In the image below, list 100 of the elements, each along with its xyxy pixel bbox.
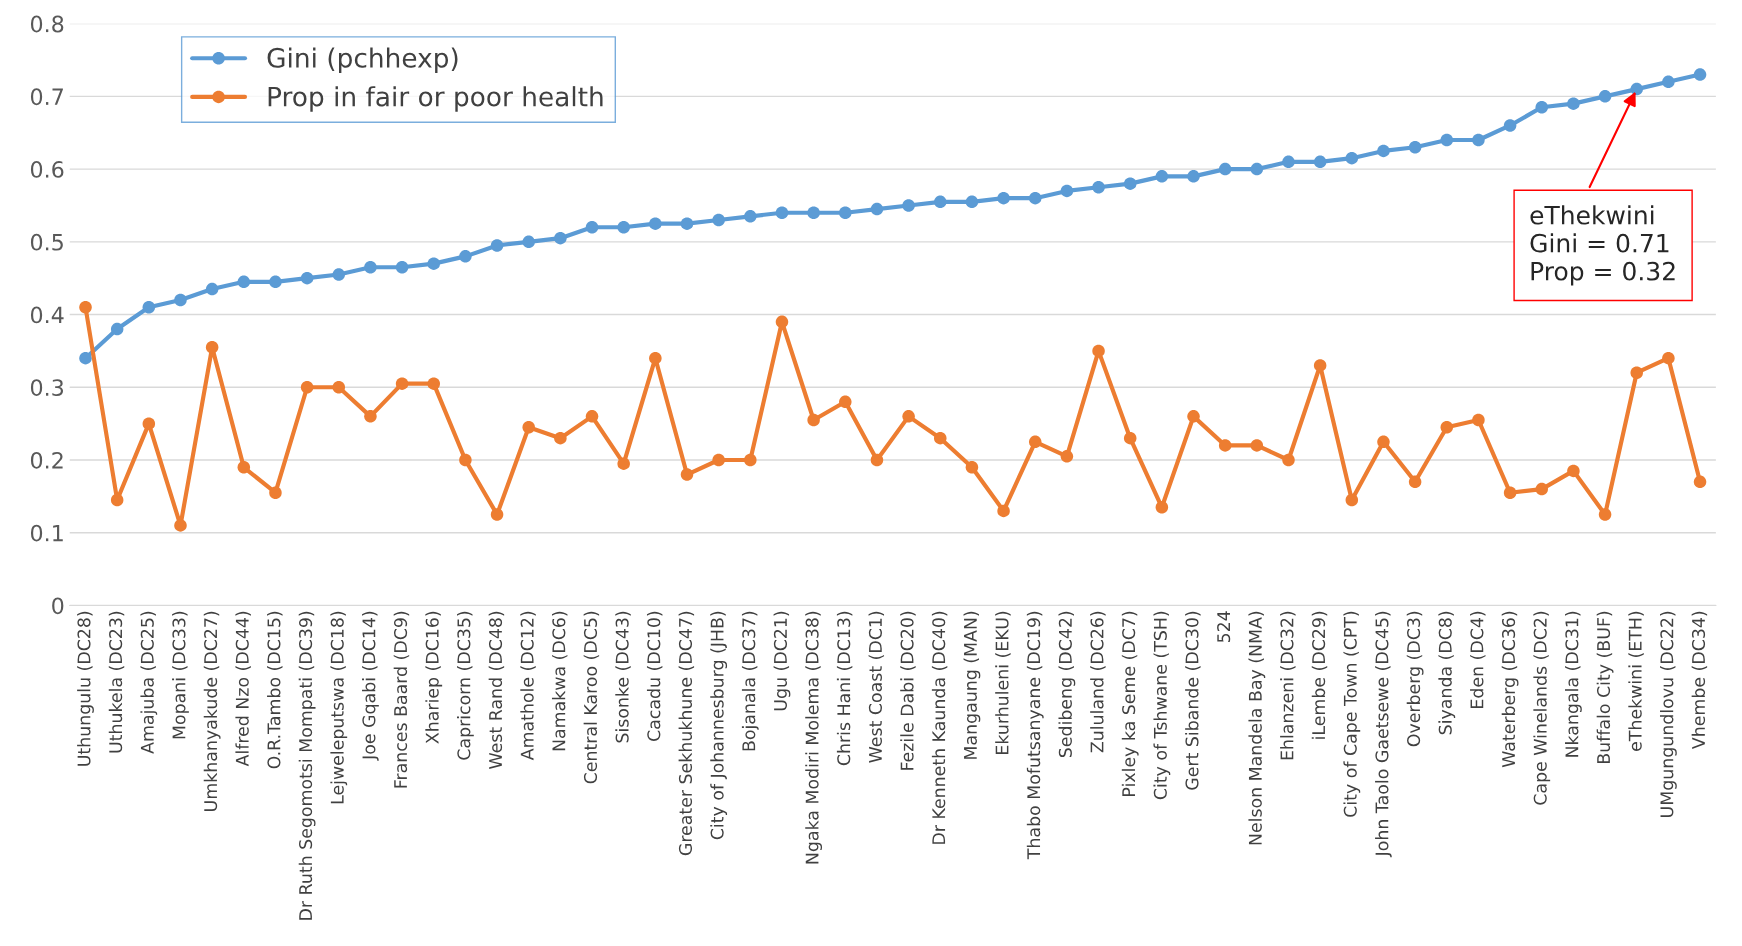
point [1313, 359, 1327, 372]
y-tick-label: 0.3 [30, 379, 64, 397]
x-tick-label: eThekwini (ETH) [1628, 611, 1644, 751]
x-tick-label: Chris Hani (DC13) [836, 611, 853, 766]
point [744, 210, 757, 223]
y-tick-label: 0.1 [30, 524, 63, 542]
x-tick-label: City of Johannesburg (JHB) [710, 611, 728, 840]
y-tick-label: 0.8 [30, 15, 64, 33]
x-tick-label: Nelson Mandela Bay (NMA) [1248, 611, 1266, 845]
x-tick-label: Frances Baard (DC9) [393, 611, 410, 788]
x-tick-label: UMgungundlovu (DC22) [1659, 611, 1677, 817]
x-tick-label: West Coast (DC1) [868, 611, 885, 763]
point [934, 431, 947, 445]
point [965, 195, 979, 209]
point [1060, 450, 1074, 463]
point [649, 217, 662, 230]
point [427, 377, 440, 390]
y-tick-label: 0.6 [30, 161, 64, 178]
point [1187, 410, 1200, 423]
x-tick-label: Namakwa (DC6) [551, 611, 568, 751]
point [1472, 133, 1485, 147]
point [110, 493, 124, 507]
x-tick-label: iLembe (DC29) [1311, 611, 1328, 739]
x-tick-label: Siyanda (DC8) [1438, 611, 1456, 735]
point [1567, 97, 1580, 110]
x-tick-label: Ekurhuleni (EKU) [995, 611, 1011, 754]
point [522, 421, 535, 434]
point [427, 257, 440, 270]
point [1155, 501, 1169, 514]
x-tick-label: Alfred Nzo (DC44) [235, 611, 251, 767]
point [79, 351, 92, 365]
x-tick-label: Sedibeng (DC42) [1058, 611, 1076, 758]
x-tick-label: Dr Kenneth Kaunda (DC40) [931, 611, 948, 844]
x-tick-label: Uthungulu (DC28) [77, 611, 94, 766]
point [1282, 453, 1295, 467]
point [332, 381, 346, 394]
x-tick-label: Cape Winelands (DC2) [1533, 611, 1551, 805]
x-tick-label: Overberg (DC3) [1406, 611, 1424, 747]
point [269, 486, 282, 499]
x-tick-label: Ugu (DC21) [773, 611, 791, 711]
x-tick-label: Thabo Mofutsanyane (DC19) [1026, 611, 1044, 860]
point [1503, 119, 1517, 132]
point [902, 199, 915, 212]
x-tick-label: Gert Sibande (DC30) [1185, 611, 1201, 790]
point [1155, 170, 1169, 183]
point [839, 206, 852, 219]
point [870, 453, 884, 467]
x-tick-label: Fezile Dabi (DC20) [900, 611, 916, 770]
y-tick-label: 0 [52, 597, 64, 615]
x-tick-label: Umkhanyakude (DC27) [203, 611, 221, 811]
legend-label: Gini (pchhexp) [267, 47, 458, 73]
point [1567, 464, 1580, 478]
x-tick-label: Mangaung (MAN) [963, 611, 981, 759]
x-tick-label: Zululand (DC26) [1090, 611, 1106, 753]
point [1377, 144, 1390, 158]
point [395, 377, 409, 390]
point [839, 395, 852, 409]
y-tick-label: 0.7 [30, 88, 63, 106]
x-tick-label: 524 [1217, 611, 1231, 643]
point [649, 351, 662, 365]
point [1598, 508, 1612, 521]
point [1472, 413, 1485, 427]
x-tick-label: Sisonke (DC43) [615, 611, 631, 743]
x-tick-label: Mopani (DC33) [172, 611, 189, 739]
point [522, 235, 535, 249]
point [1187, 170, 1200, 183]
point [617, 457, 630, 470]
point [1440, 133, 1454, 147]
point [79, 301, 92, 314]
point [1630, 366, 1643, 379]
point [205, 341, 219, 354]
point [744, 453, 757, 467]
point [1028, 191, 1042, 205]
point [364, 410, 377, 423]
x-tick-label: West Rand (DC48) [488, 611, 505, 769]
point [712, 213, 725, 227]
point [934, 195, 947, 209]
x-tick-label: Lejweleputswa (DC18) [330, 611, 348, 804]
point [1282, 155, 1295, 169]
x-tick-label: Capricorn (DC35) [457, 611, 474, 760]
point [142, 301, 156, 314]
point [807, 206, 820, 219]
point [997, 504, 1010, 518]
point [775, 315, 789, 329]
point [1028, 435, 1042, 449]
point [1123, 177, 1137, 190]
legend-label: Prop in fair or poor health [268, 86, 603, 112]
point [1535, 482, 1548, 496]
point [680, 217, 694, 230]
x-tick-label: Ngaka Modiri Molema (DC38) [805, 611, 823, 864]
x-tick-label: Nkangala (DC31) [1565, 611, 1582, 757]
x-tick-label: Amajuba (DC25) [140, 611, 158, 754]
y-tick-label: 0.5 [30, 233, 63, 251]
point [585, 221, 599, 234]
x-tick-label: Greater Sekhukhune (DC47) [678, 611, 695, 856]
point [554, 231, 567, 245]
y-tick-label: 0.4 [30, 306, 64, 324]
x-tick-label: Pixley ka Seme (DC7) [1121, 611, 1139, 796]
point [1345, 151, 1359, 165]
point [965, 461, 979, 474]
